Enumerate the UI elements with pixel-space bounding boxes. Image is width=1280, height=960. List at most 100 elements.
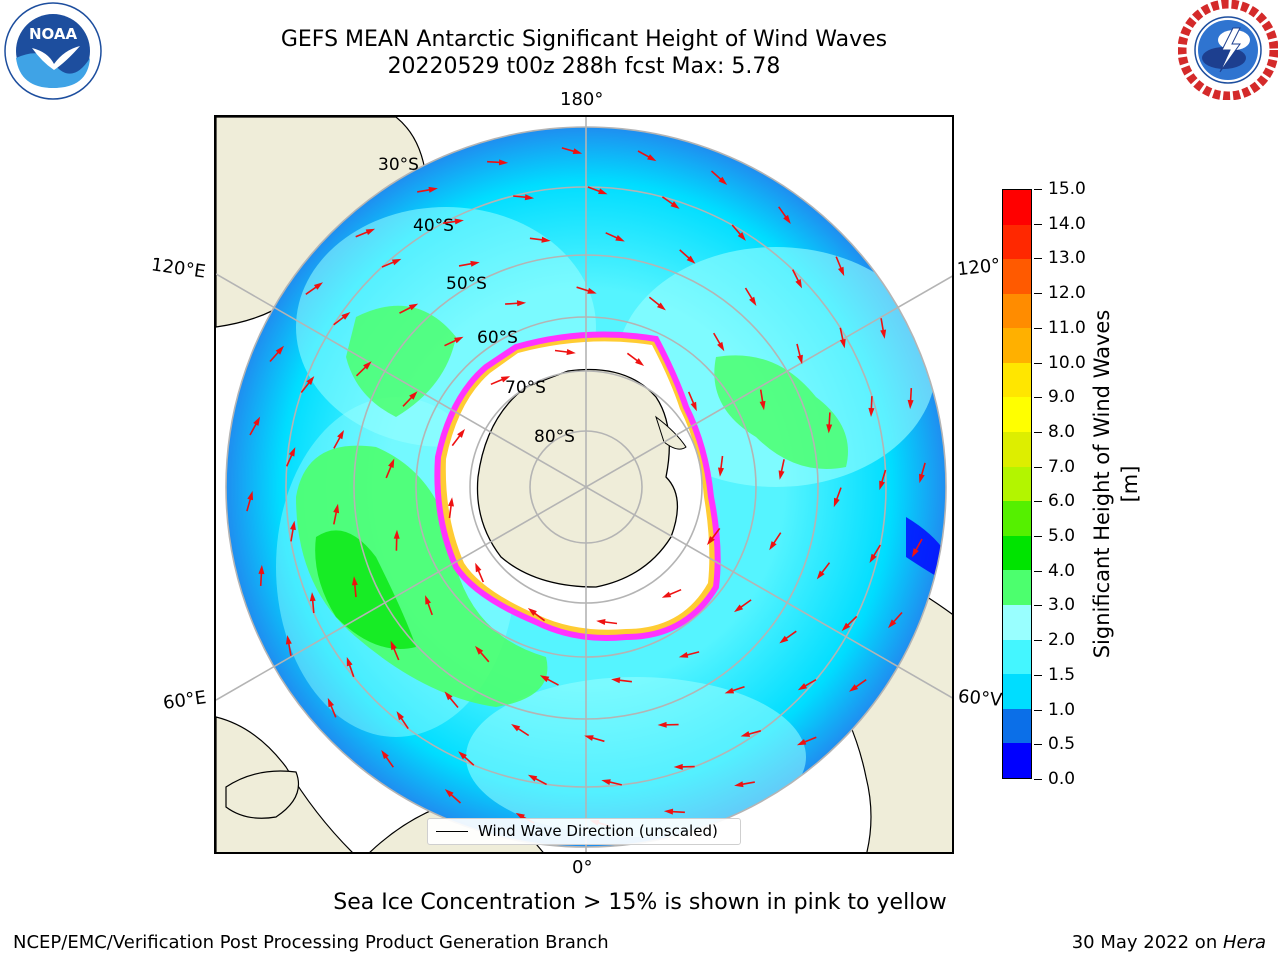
- colorbar-segment: [1003, 708, 1031, 744]
- arrow-head-icon: [833, 497, 840, 508]
- footer-date: 30 May 2022 on Hera: [1072, 932, 1266, 953]
- arrow-head-icon: [288, 447, 296, 457]
- colorbar-segment: [1003, 605, 1031, 640]
- colorbar-tick-label: 14.0: [1048, 213, 1086, 234]
- arrow-head-icon: [797, 354, 803, 365]
- arrow-head-icon: [425, 595, 431, 605]
- arrow-head-icon: [333, 503, 340, 514]
- arrow-head-icon: [428, 186, 438, 193]
- colorbar-tick: [1034, 362, 1042, 364]
- arrow-head-icon: [253, 416, 261, 426]
- arrow-head-icon: [393, 529, 400, 539]
- colorbar-tick-label: 5.0: [1048, 526, 1076, 547]
- lat-label-70: 70°S: [505, 378, 546, 398]
- arrow-head-icon: [740, 731, 751, 737]
- arrow-head-icon: [475, 645, 484, 655]
- arrow-head-icon: [363, 361, 372, 370]
- arrow-head-icon: [718, 467, 724, 477]
- arrow-head-icon: [839, 338, 846, 349]
- lon-label-120e: 120°E: [149, 254, 207, 283]
- arrow-head-icon: [381, 750, 389, 760]
- colorbar-tick-label: 9.0: [1048, 387, 1076, 408]
- arrow-head-icon: [707, 536, 715, 546]
- arrow-head-icon: [584, 735, 594, 741]
- arrow-head-icon: [868, 407, 875, 417]
- arrow-head-icon: [911, 548, 919, 558]
- colorbar-tick: [1034, 466, 1042, 468]
- colorbar-tick: [1034, 744, 1042, 746]
- arrow-head-icon: [673, 763, 683, 770]
- colorbar-segment: [1003, 535, 1031, 571]
- arrow-head-icon: [783, 214, 791, 224]
- colorbar-segment: [1003, 570, 1031, 606]
- lat-label-40: 40°S: [413, 216, 454, 236]
- arrow-head-icon: [663, 808, 674, 815]
- arrow-head-icon: [737, 232, 746, 241]
- colorbar-tick-label: 2.0: [1048, 630, 1076, 651]
- colorbar-tick: [1034, 327, 1042, 329]
- colorbar-tick-label: 8.0: [1048, 421, 1076, 442]
- arrow-head-icon: [880, 329, 887, 339]
- map-title: GEFS MEAN Antarctic Significant Height o…: [280, 27, 888, 52]
- colorbar-segment: [1003, 362, 1031, 398]
- legend-line-icon: [436, 831, 468, 832]
- colorbar-tick: [1034, 709, 1042, 711]
- arrow-head-icon: [657, 302, 666, 311]
- footer-credit: NCEP/EMC/Verification Post Processing Pr…: [13, 932, 609, 953]
- footer-machine: Hera: [1222, 932, 1266, 953]
- colorbar-tick: [1034, 293, 1042, 295]
- arrow-head-icon: [670, 201, 680, 209]
- lon-label-60e: 60°E: [161, 687, 208, 714]
- arrow-head-icon: [500, 376, 511, 383]
- colorbar-tick-label: 1.5: [1048, 664, 1076, 685]
- colorbar-tick: [1034, 223, 1042, 225]
- arrow-legend-label: Wind Wave Direction (unscaled): [478, 822, 718, 840]
- arrow-head-icon: [826, 424, 833, 434]
- colorbar-tick-label: 0.5: [1048, 734, 1076, 755]
- arrow-legend: Wind Wave Direction (unscaled): [427, 818, 741, 845]
- lat-label-60: 60°S: [477, 328, 518, 348]
- arrow-head-icon: [396, 711, 404, 721]
- arrow-head-icon: [841, 622, 851, 632]
- arrow-head-icon: [849, 684, 859, 692]
- arrow-head-icon: [306, 376, 315, 385]
- polar-map: 30°S 40°S 50°S 60°S 70°S 80°S: [214, 115, 954, 854]
- colorbar-tick-label: 13.0: [1048, 248, 1086, 269]
- arrow-head-icon: [779, 635, 789, 644]
- colorbar: [1002, 189, 1032, 779]
- arrow-head-icon: [516, 300, 527, 307]
- colorbar-segment: [1003, 293, 1031, 329]
- arrow-head-icon: [457, 428, 465, 438]
- colorbar-title: Significant Height of Wind Waves [m]: [1090, 309, 1142, 659]
- arrow-head-icon: [309, 592, 316, 602]
- nws-logo-icon: [1178, 0, 1278, 100]
- colorbar-tick: [1034, 640, 1042, 642]
- arrow-head-icon: [524, 194, 535, 201]
- arrow-head-icon: [258, 564, 265, 575]
- arrow-head-icon: [539, 675, 550, 683]
- colorbar-tick-label: 3.0: [1048, 595, 1076, 616]
- colorbar-tick-label: 1.0: [1048, 699, 1076, 720]
- arrow-head-icon: [778, 470, 785, 480]
- arrow-head-icon: [390, 640, 397, 651]
- arrow-head-icon: [470, 260, 480, 267]
- antarctica-land: [476, 368, 679, 588]
- arrow-head-icon: [290, 520, 296, 531]
- colorbar-tick-label: 10.0: [1048, 352, 1086, 373]
- colorbar-tick: [1034, 570, 1042, 572]
- arrow-head-icon: [409, 391, 418, 400]
- arrow-head-icon: [879, 480, 885, 491]
- arrow-head-icon: [275, 345, 284, 355]
- arrow-head-icon: [527, 608, 537, 616]
- arrow-head-icon: [596, 619, 606, 625]
- antarctic-peninsula: [655, 415, 687, 450]
- arrow-head-icon: [907, 399, 914, 410]
- arrow-head-icon: [475, 562, 482, 573]
- arrow-head-icon: [313, 282, 323, 290]
- arrow-head-icon: [327, 697, 334, 708]
- arrow-head-icon: [661, 591, 672, 598]
- colorbar-tick-label: 4.0: [1048, 560, 1076, 581]
- arrow-head-icon: [718, 176, 728, 185]
- arrow-head-icon: [749, 296, 757, 306]
- colorbar-segment: [1003, 501, 1031, 536]
